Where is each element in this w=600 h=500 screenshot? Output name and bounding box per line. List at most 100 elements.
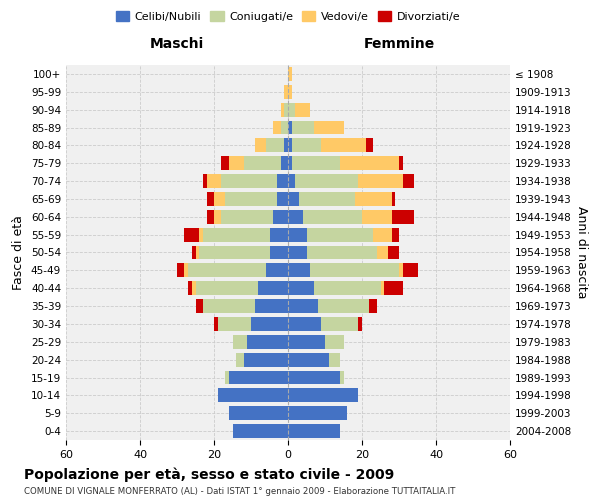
Bar (288, 210, 303, 224)
Bar (225, 192, 277, 206)
Text: Femmine: Femmine (364, 36, 434, 51)
Bar (221, 210, 273, 224)
Bar (307, 228, 373, 241)
Bar (288, 406, 347, 420)
Bar (266, 138, 284, 152)
Bar (399, 264, 403, 278)
Bar (288, 388, 358, 402)
Bar (314, 120, 343, 134)
Bar (403, 174, 414, 188)
Bar (288, 138, 292, 152)
Text: Popolazione per età, sesso e stato civile - 2009: Popolazione per età, sesso e stato civil… (24, 468, 394, 482)
Bar (244, 156, 281, 170)
Bar (288, 67, 292, 81)
Bar (388, 246, 399, 260)
Bar (203, 299, 254, 313)
Bar (277, 174, 288, 188)
Bar (288, 102, 295, 117)
Legend: Celibi/Nubili, Coniugati/e, Vedovi/e, Divorziati/e: Celibi/Nubili, Coniugati/e, Vedovi/e, Di… (112, 7, 464, 26)
Bar (288, 85, 292, 99)
Bar (340, 156, 399, 170)
Bar (255, 138, 266, 152)
Bar (281, 120, 288, 134)
Y-axis label: Fasce di età: Fasce di età (13, 215, 25, 290)
Bar (199, 246, 269, 260)
Bar (244, 352, 288, 366)
Bar (192, 246, 196, 260)
Bar (288, 299, 317, 313)
Bar (229, 370, 288, 384)
Bar (314, 281, 380, 295)
Bar (233, 335, 247, 349)
Bar (307, 246, 377, 260)
Bar (288, 174, 295, 188)
Bar (358, 174, 403, 188)
Bar (288, 120, 292, 134)
Bar (225, 370, 229, 384)
Bar (196, 246, 199, 260)
Bar (340, 370, 343, 384)
Bar (284, 102, 288, 117)
Bar (188, 281, 192, 295)
Bar (399, 156, 403, 170)
Bar (288, 370, 340, 384)
Bar (221, 174, 277, 188)
Bar (281, 102, 284, 117)
Bar (329, 352, 340, 366)
Bar (184, 264, 188, 278)
Bar (188, 264, 266, 278)
Bar (288, 246, 307, 260)
Bar (292, 120, 314, 134)
Bar (233, 424, 288, 438)
Bar (288, 281, 314, 295)
Bar (247, 335, 288, 349)
Bar (269, 246, 288, 260)
Bar (203, 174, 206, 188)
Bar (355, 192, 392, 206)
Bar (206, 174, 221, 188)
Bar (377, 246, 388, 260)
Bar (322, 138, 366, 152)
Bar (292, 156, 340, 170)
Bar (392, 228, 399, 241)
Bar (288, 352, 329, 366)
Bar (325, 335, 343, 349)
Bar (281, 156, 288, 170)
Bar (214, 317, 218, 331)
Bar (317, 299, 370, 313)
Bar (284, 138, 288, 152)
Bar (288, 335, 325, 349)
Bar (288, 156, 292, 170)
Bar (292, 138, 322, 152)
Bar (214, 192, 225, 206)
Bar (288, 228, 307, 241)
Bar (254, 299, 288, 313)
Bar (366, 138, 373, 152)
Bar (221, 156, 229, 170)
Bar (236, 352, 244, 366)
Bar (196, 299, 203, 313)
Bar (284, 85, 288, 99)
Bar (288, 424, 340, 438)
Bar (218, 388, 288, 402)
Bar (392, 192, 395, 206)
Text: Maschi: Maschi (150, 36, 204, 51)
Bar (192, 281, 196, 295)
Bar (392, 210, 414, 224)
Bar (310, 264, 399, 278)
Bar (206, 210, 214, 224)
Bar (177, 264, 184, 278)
Bar (358, 317, 362, 331)
Bar (299, 192, 355, 206)
Bar (288, 192, 299, 206)
Bar (295, 174, 358, 188)
Text: COMUNE DI VIGNALE MONFERRATO (AL) - Dati ISTAT 1° gennaio 2009 - Elaborazione TU: COMUNE DI VIGNALE MONFERRATO (AL) - Dati… (24, 488, 455, 496)
Bar (218, 317, 251, 331)
Bar (199, 228, 203, 241)
Bar (277, 192, 288, 206)
Bar (229, 406, 288, 420)
Bar (259, 281, 288, 295)
Y-axis label: Anni di nascita: Anni di nascita (575, 206, 588, 298)
Bar (184, 228, 199, 241)
Bar (380, 281, 384, 295)
